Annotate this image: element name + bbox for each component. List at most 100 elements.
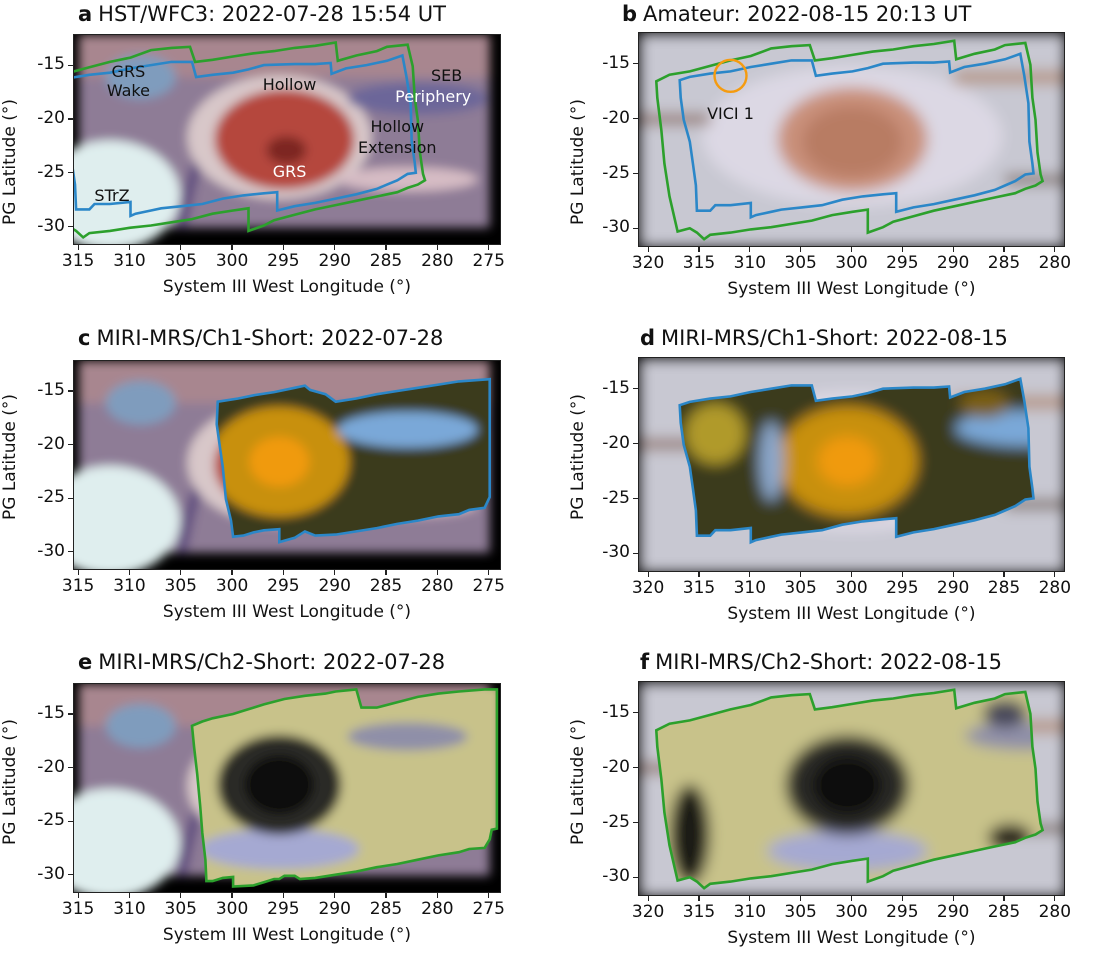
x-tick xyxy=(647,572,649,577)
x-axis-label: System III West Longitude (°) xyxy=(727,604,976,624)
plot-axes xyxy=(638,681,1065,896)
panel-title: e MIRI-MRS/Ch2-Short: 2022-07-28 xyxy=(78,650,445,674)
y-tick-label: -15 xyxy=(37,54,65,75)
x-tick-label: 280 xyxy=(421,251,454,271)
x-tick xyxy=(77,893,79,898)
y-tick-label: -25 xyxy=(602,487,630,508)
y-tick-label: -20 xyxy=(37,108,65,129)
footprint-outline-ch1-blue xyxy=(215,377,491,544)
x-tick-label: 300 xyxy=(215,899,249,919)
x-tick xyxy=(334,893,336,898)
x-tick-label: 305 xyxy=(784,578,817,598)
x-tick-label: 295 xyxy=(267,576,300,596)
x-tick-label: 300 xyxy=(215,251,249,271)
x-tick-label: 295 xyxy=(267,899,300,919)
panel-title: b Amateur: 2022-08-15 20:13 UT xyxy=(622,2,971,26)
x-tick xyxy=(800,572,802,577)
x-tick xyxy=(952,247,954,252)
x-tick xyxy=(128,893,131,898)
x-tick-label: 300 xyxy=(215,576,249,596)
y-tick xyxy=(633,712,638,714)
x-tick-label: 300 xyxy=(835,578,868,598)
feature-annotation: VICI 1 xyxy=(707,104,754,124)
footprint-outline-ch2-green xyxy=(654,688,1045,890)
x-tick xyxy=(952,572,954,577)
x-tick-label: 315 xyxy=(682,578,716,598)
x-tick-label: 295 xyxy=(886,578,919,598)
y-tick-label: -25 xyxy=(602,162,630,183)
x-tick-label: 310 xyxy=(733,253,767,273)
feature-annotation: GRS xyxy=(272,161,307,181)
y-tick-label: -20 xyxy=(602,756,630,777)
footprint-outline-ch1-blue xyxy=(678,377,1035,545)
x-tick-label: 315 xyxy=(682,902,716,922)
x-tick xyxy=(698,247,700,252)
x-tick xyxy=(1054,247,1056,252)
x-tick xyxy=(128,245,131,250)
y-tick-label: -30 xyxy=(37,540,65,561)
y-tick xyxy=(633,172,638,175)
x-tick-label: 280 xyxy=(1038,253,1072,273)
y-tick xyxy=(68,551,73,553)
y-tick-label: -20 xyxy=(37,756,65,777)
y-tick-label: -25 xyxy=(37,161,65,182)
panel-image xyxy=(639,33,1064,246)
panel-letter: b xyxy=(622,2,638,26)
x-tick-label: 285 xyxy=(987,253,1021,273)
x-tick-label: 300 xyxy=(835,902,868,922)
x-tick-label: 285 xyxy=(369,576,403,596)
x-tick-label: 285 xyxy=(987,902,1021,922)
footprint-outline-ch2-green xyxy=(654,39,1045,241)
x-tick-label: 285 xyxy=(987,578,1021,598)
y-axis-label: PG Latitude (°) xyxy=(568,719,588,845)
plot-axes xyxy=(73,683,501,893)
feature-annotation: Extension xyxy=(358,138,437,158)
x-tick-label: 320 xyxy=(631,253,665,273)
x-tick xyxy=(334,570,336,575)
panel-letter: c xyxy=(78,326,91,350)
x-tick-label: 285 xyxy=(369,899,403,919)
panel-title: a HST/WFC3: 2022-07-28 15:54 UT xyxy=(78,2,446,26)
x-tick xyxy=(180,570,182,575)
y-tick xyxy=(68,713,73,715)
miri-overlay xyxy=(679,378,1034,543)
x-tick-label: 280 xyxy=(1038,578,1072,598)
x-tick-label: 315 xyxy=(61,251,95,271)
y-tick-label: -30 xyxy=(602,866,630,887)
x-tick xyxy=(334,245,336,250)
x-tick xyxy=(901,247,903,252)
x-tick-label: 275 xyxy=(472,251,505,271)
x-tick-label: 280 xyxy=(1038,902,1072,922)
panel-title-text: MIRI-MRS/Ch2-Short: 2022-08-15 xyxy=(655,650,1002,674)
plot-axes xyxy=(638,357,1065,572)
y-tick-label: -15 xyxy=(602,52,630,73)
panel-letter: f xyxy=(640,650,650,674)
x-tick xyxy=(800,247,802,252)
footprint-outline-ch1-blue xyxy=(74,53,418,218)
x-tick-label: 305 xyxy=(164,251,197,271)
x-tick-label: 280 xyxy=(421,576,454,596)
y-tick xyxy=(633,63,638,65)
x-tick-label: 315 xyxy=(61,899,95,919)
x-tick xyxy=(749,572,751,577)
background-image xyxy=(74,35,490,244)
y-tick xyxy=(633,552,638,554)
y-tick xyxy=(633,497,638,500)
footprint-outline-ch2-green xyxy=(74,41,427,240)
y-tick xyxy=(68,118,73,120)
panel-image xyxy=(74,35,490,244)
y-tick-label: -20 xyxy=(37,433,65,454)
feature-annotation: SEB xyxy=(430,65,463,85)
plot-axes: VICI 1 xyxy=(638,32,1065,247)
x-tick-label: 315 xyxy=(61,576,95,596)
x-tick xyxy=(180,245,182,250)
x-tick xyxy=(436,570,438,575)
x-tick xyxy=(128,570,131,575)
background-image xyxy=(639,33,1064,246)
x-axis-label: System III West Longitude (°) xyxy=(162,277,412,297)
x-tick-label: 285 xyxy=(369,251,403,271)
y-axis-label: PG Latitude (°) xyxy=(568,99,588,225)
y-tick-label: -15 xyxy=(37,703,65,724)
x-axis-label: System III West Longitude (°) xyxy=(162,925,412,945)
y-tick xyxy=(633,767,638,769)
